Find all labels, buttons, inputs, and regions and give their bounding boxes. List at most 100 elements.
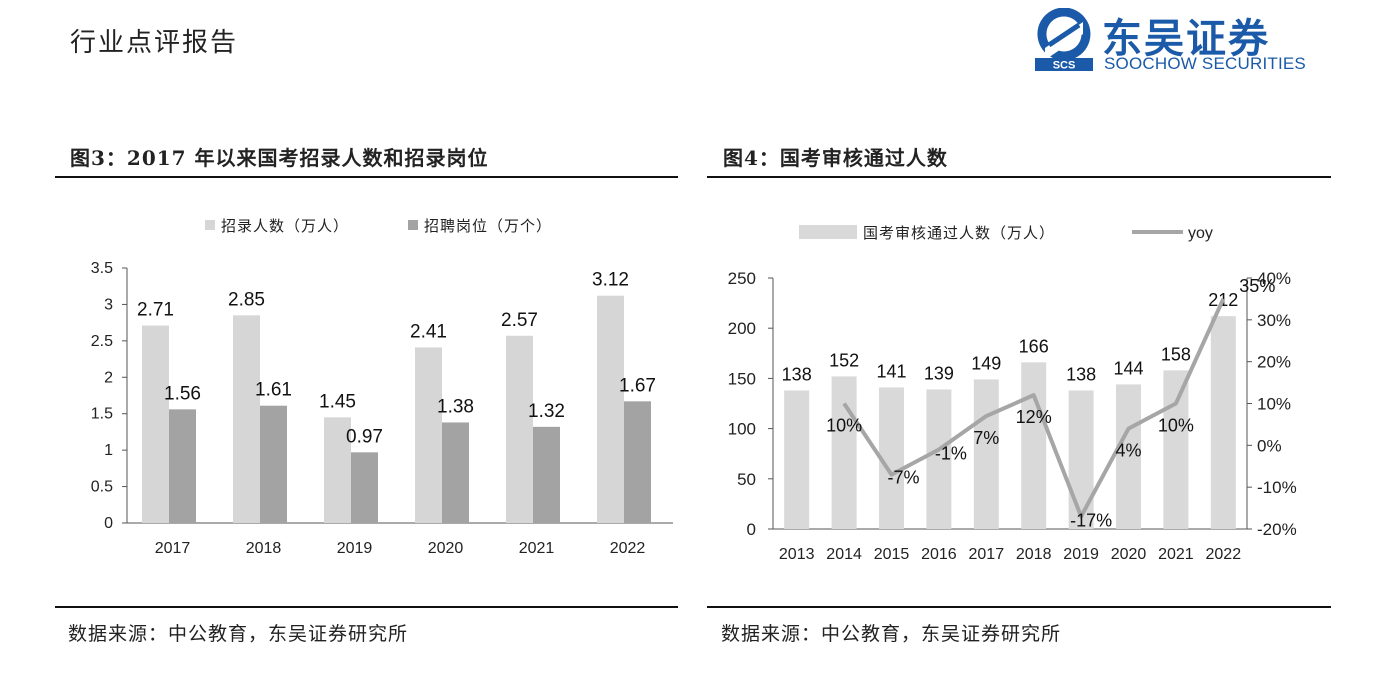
data-label: 2.85 [228,289,265,310]
yoy-label: 12% [1016,407,1052,427]
y-tick-label-left: 100 [728,420,756,439]
right-figure-title: 图4：国考审核通过人数 [723,146,948,170]
bar-label: 138 [1066,364,1096,384]
x-tick-label: 2020 [1111,546,1147,563]
legend-swatch [408,220,418,230]
yoy-label: 10% [1158,416,1194,436]
yoy-label: -17% [1070,510,1112,530]
y-tick-label-right: 30% [1257,311,1291,330]
bar-positions [260,405,287,523]
y-tick-label: 1.5 [91,406,113,423]
yoy-label: 10% [826,416,862,436]
x-tick-label: 2018 [246,540,282,557]
bar-recruits [233,315,260,523]
bar-approved [1210,316,1236,529]
logo-abbr: SCS [1053,60,1076,72]
bar-approved [926,389,952,529]
bar-recruits [415,347,442,523]
bar-label: 152 [829,350,859,370]
left-chart: 0 0.5 1 1.5 2 2.5 3 3.5 2017 2.71 1.56 2018 2.85 1.61… [91,218,673,557]
bar-approved [831,376,857,529]
data-label: 3.12 [592,270,629,291]
bar-approved [973,379,999,529]
x-tick-label: 2017 [969,546,1005,563]
y-tick-label: 2.5 [91,333,113,350]
data-label: 1.61 [255,380,292,401]
legend-swatch-bars [799,225,857,239]
x-tick-label: 2016 [921,546,957,563]
bar-recruits [324,417,351,523]
legend-swatch [205,220,215,230]
bar-label: 141 [876,361,906,381]
x-tick-label: 2021 [1158,546,1194,563]
yoy-label: 7% [973,428,999,448]
data-label: 2.41 [410,321,447,342]
x-tick-label: 2019 [337,540,373,557]
x-tick-label: 2019 [1063,546,1099,563]
x-tick-label: 2022 [1206,546,1242,563]
bar-recruits [597,295,624,523]
data-label: 2.57 [501,310,538,331]
legend-label-bars: 国考审核通过人数（万人） [863,225,1055,242]
x-tick-label: 2015 [874,546,910,563]
bar-label: 158 [1161,344,1191,364]
logo-icon: SCS [1035,8,1093,72]
yoy-label: -7% [887,468,919,488]
legend-label: 招录人数（万人） [221,218,349,235]
data-label: 0.97 [346,426,383,447]
bar-label: 149 [971,353,1001,373]
right-title-rule [707,176,1331,178]
data-label: 2.71 [137,300,174,321]
bar-positions [351,452,378,523]
data-label: 1.45 [319,391,356,412]
data-label: 1.32 [528,401,565,422]
x-tick-label: 2013 [779,546,815,563]
bar-approved [879,387,904,529]
y-tick-label: 1 [104,442,113,459]
y-tick-label-left: 0 [747,520,756,539]
y-tick-label: 3.5 [91,260,113,277]
bar-approved [784,390,810,529]
yoy-label: 4% [1115,441,1141,461]
data-label: 1.56 [164,383,201,404]
bar-recruits [142,325,169,523]
legend-label: 招聘岗位（万个） [424,218,552,235]
x-tick-label: 2018 [1016,546,1052,563]
bar-label: 144 [1113,358,1143,378]
left-source-rule [55,606,678,608]
y-tick-label-left: 200 [728,319,756,338]
bar-positions [442,422,469,523]
yoy-label: -1% [935,444,967,464]
bar-positions [624,401,651,523]
yoy-label: 35% [1239,276,1275,296]
y-tick-label: 0.5 [91,479,113,496]
report-type: 行业点评报告 [70,28,239,58]
y-tick-label-left: 250 [728,269,756,288]
right-source-rule [707,606,1331,608]
x-tick-label: 2014 [826,546,862,563]
right-chart: 0 50 100 150 200 250 -20% -10% 0% 10% 20% 30% 40% 201… [728,225,1297,563]
bar-approved [1163,370,1189,529]
bar-approved [1068,390,1094,529]
bar-positions [169,409,196,523]
y-tick-label-left: 50 [737,470,756,489]
y-tick-label-right: 0% [1257,436,1282,455]
x-tick-label: 2022 [610,540,646,557]
bar-label: 139 [924,363,954,383]
data-label: 1.67 [619,375,656,396]
y-tick-label-right: 20% [1257,353,1291,372]
x-tick-label: 2021 [519,540,555,557]
yoy-line [842,298,1226,519]
right-source: 数据来源：中公教育，东吴证券研究所 [721,623,1062,645]
left-source: 数据来源：中公教育，东吴证券研究所 [68,623,409,645]
x-tick-label: 2017 [155,540,191,557]
logo-name-cn: 东吴证券 [1102,16,1270,62]
bar-positions [533,426,560,523]
legend-label-line: yoy [1188,225,1213,242]
logo-name-en: SOOCHOW SECURITIES [1104,54,1306,73]
left-figure-title: 图3：2017 年以来国考招录人数和招录岗位 [70,146,489,170]
bar-recruits [506,335,533,523]
y-tick-label-right: 40% [1257,269,1291,288]
bar-approved [1116,384,1141,529]
bar-approved [1021,362,1047,529]
